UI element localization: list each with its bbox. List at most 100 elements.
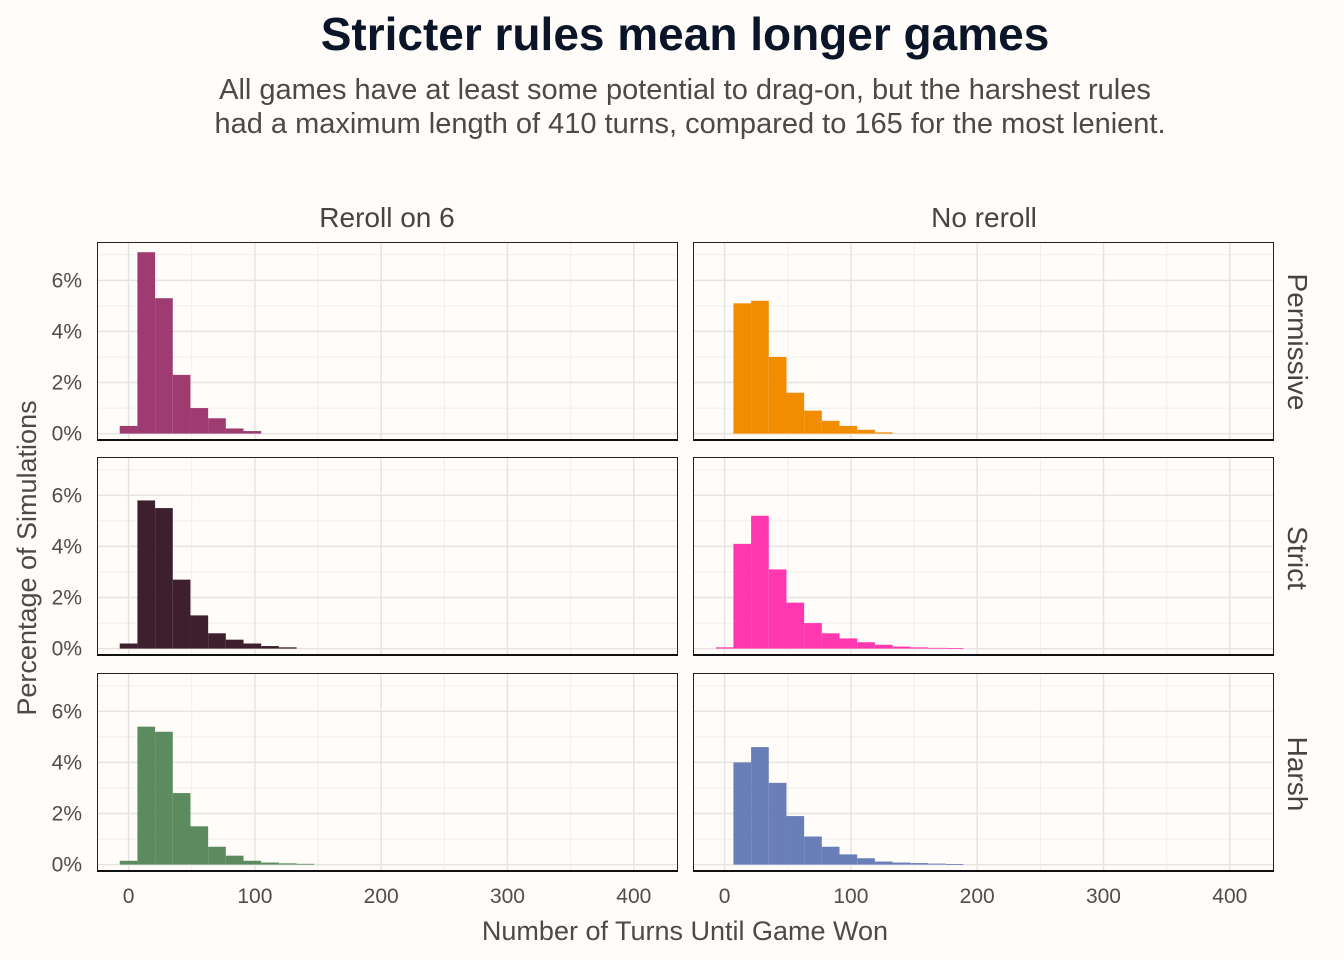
x-tick-label: 200 xyxy=(364,885,399,908)
x-tick-label: 200 xyxy=(960,885,995,908)
histogram-bar xyxy=(137,726,156,865)
histogram-bar xyxy=(243,431,262,434)
histogram-bar xyxy=(225,855,244,865)
y-tick-label: 0% xyxy=(52,638,82,661)
x-tick-label: 100 xyxy=(237,885,272,908)
y-tick-label: 4% xyxy=(52,320,82,343)
histogram-bar xyxy=(155,731,173,865)
y-tick-label: 0% xyxy=(52,854,82,877)
chart-subtitle-line-1: All games have at least some potential t… xyxy=(219,74,1151,106)
histogram-bar xyxy=(910,647,928,649)
histogram-bar xyxy=(208,418,226,434)
histogram-bar xyxy=(172,374,191,434)
histogram-bar xyxy=(927,863,946,865)
facet-panels: 0% 2% 4% 6% 0% 2% 4% 6% 0% 2% 4% 6% 0 100 200 300 400 0 10… xyxy=(52,242,1274,908)
histogram-bar xyxy=(857,429,875,434)
histogram-bar xyxy=(892,646,911,649)
panel-no-reroll-strict xyxy=(693,457,1274,656)
y-tick-label: 6% xyxy=(52,269,82,292)
x-axis-label: Number of Turns Until Game Won xyxy=(482,916,888,946)
panel-reroll-on-6-harsh: 0% 2% 4% 6% 0 100 200 300 400 xyxy=(52,673,678,908)
histogram-bar xyxy=(821,420,840,434)
histogram-bar xyxy=(715,647,734,649)
histogram-bar xyxy=(786,602,805,649)
y-tick-label: 6% xyxy=(52,484,82,507)
histogram-bar xyxy=(839,854,858,865)
histogram-bar xyxy=(786,392,805,434)
histogram-bar xyxy=(190,826,209,865)
histogram-bar xyxy=(874,432,893,434)
histogram-bar xyxy=(857,858,875,865)
histogram-bar xyxy=(821,633,840,649)
panel-background xyxy=(97,242,678,440)
histogram-bar xyxy=(786,816,805,865)
x-tick-label: 400 xyxy=(616,885,651,908)
y-tick-label: 2% xyxy=(52,803,82,826)
histogram-bar xyxy=(768,356,787,434)
histogram-bar xyxy=(155,298,173,434)
y-tick-label: 0% xyxy=(52,423,82,446)
row-label-harsh: Harsh xyxy=(1282,737,1313,812)
histogram-bar xyxy=(137,500,156,649)
x-tick-label: 0 xyxy=(123,885,135,908)
chart-subtitle-line-2: had a maximum length of 410 turns, compa… xyxy=(214,108,1165,140)
panel-no-reroll-permissive xyxy=(693,242,1274,441)
y-axis-label: Percentage of Simulations xyxy=(12,400,42,715)
histogram-bar xyxy=(857,642,875,649)
histogram-bar xyxy=(910,863,928,865)
y-tick-label: 2% xyxy=(52,587,82,610)
histogram-bar xyxy=(137,252,156,434)
column-label-no-reroll: No reroll xyxy=(931,202,1037,233)
histogram-bar xyxy=(927,647,946,649)
column-label-reroll-on-6: Reroll on 6 xyxy=(319,202,454,233)
histogram-bar xyxy=(155,508,173,649)
y-tick-label: 6% xyxy=(52,700,82,723)
histogram-bar xyxy=(190,408,209,434)
histogram-bar xyxy=(119,425,138,434)
histogram-bar xyxy=(874,861,893,865)
histogram-bar xyxy=(296,863,315,865)
x-tick-label: 100 xyxy=(833,885,868,908)
histogram-bar xyxy=(751,300,769,434)
row-label-strict: Strict xyxy=(1282,526,1313,590)
y-tick-label: 2% xyxy=(52,372,82,395)
row-label-permissive: Permissive xyxy=(1282,274,1313,411)
histogram-bar xyxy=(768,782,787,865)
histogram-bar xyxy=(804,410,822,434)
panel-reroll-on-6-permissive: 0% 2% 4% 6% xyxy=(52,242,678,446)
panel-no-reroll-harsh: 0 100 200 300 400 xyxy=(693,673,1274,908)
panel-reroll-on-6-strict: 0% 2% 4% 6% xyxy=(52,457,678,661)
histogram-bar xyxy=(733,762,752,865)
x-tick-label: 300 xyxy=(1086,885,1121,908)
histogram-bar xyxy=(172,579,191,649)
x-tick-label: 0 xyxy=(719,885,731,908)
histogram-bar xyxy=(945,864,964,865)
histogram-bar xyxy=(225,428,244,434)
histogram-bar xyxy=(821,846,840,865)
histogram-bar xyxy=(225,639,244,649)
histogram-bar xyxy=(751,515,769,649)
histogram-bar xyxy=(892,862,911,865)
histogram-bar xyxy=(839,425,858,434)
histogram-bar xyxy=(733,303,752,434)
histogram-bar xyxy=(804,836,822,865)
histogram-bar xyxy=(278,647,297,649)
histogram-bar xyxy=(208,846,226,865)
histogram-bar xyxy=(190,615,209,649)
histogram-bar xyxy=(804,623,822,649)
histogram-bar xyxy=(119,643,138,649)
histogram-bar xyxy=(768,569,787,649)
chart-title: Stricter rules mean longer games xyxy=(321,8,1050,60)
x-tick-label: 300 xyxy=(490,885,525,908)
histogram-bar xyxy=(261,646,279,649)
histogram-bar xyxy=(261,862,279,865)
histogram-bar xyxy=(278,863,297,865)
histogram-bar xyxy=(243,643,262,649)
histogram-bar xyxy=(945,648,964,649)
histogram-bar xyxy=(172,793,191,865)
histogram-bar xyxy=(208,633,226,649)
histogram-bar xyxy=(839,638,858,649)
histogram-bar xyxy=(243,860,262,865)
y-tick-label: 4% xyxy=(52,751,82,774)
